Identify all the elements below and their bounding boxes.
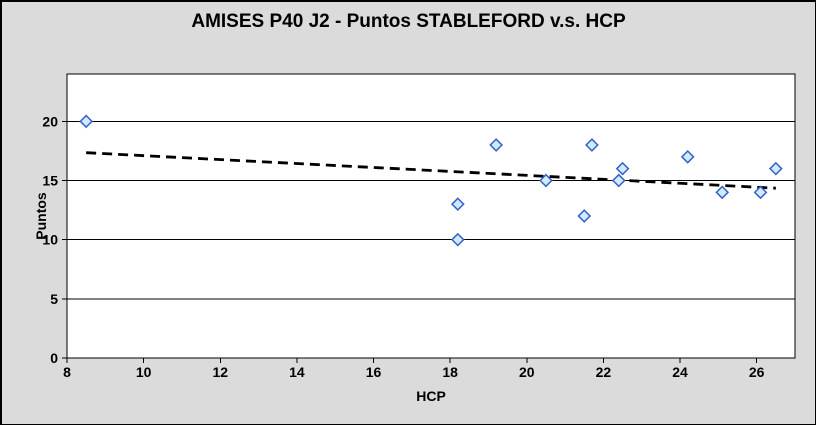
data-point-marker [577,209,592,223]
x-tick-label: 20 [519,364,535,380]
data-point-marker [680,149,695,164]
x-tick-label: 22 [596,364,612,380]
y-tick-label: 15 [42,173,58,189]
x-tick-label: 8 [63,364,71,380]
x-tick-label: 12 [212,364,228,380]
plot-background [66,73,796,359]
chart-title: AMISES P40 J2 - Puntos STABLEFORD v.s. H… [191,11,626,32]
x-tick-label: 10 [136,364,152,380]
x-tick-label: 26 [749,364,765,380]
data-point-marker [715,185,730,200]
x-axis-title: HCP [416,388,446,404]
data-point-marker [450,232,465,247]
data-point-marker [585,138,599,152]
data-point-marker [450,197,465,212]
x-tick-label: 24 [672,364,688,380]
y-tick-label: 0 [50,350,58,366]
y-axis-title: Puntos [33,192,49,240]
data-point-marker [611,173,626,188]
x-tick-label: 16 [366,364,382,380]
data-point-marker [753,185,768,200]
data-point-marker [489,138,503,152]
y-tick-label: 10 [42,232,58,248]
x-tick-label: 18 [442,364,458,380]
y-tick-label: 5 [50,291,58,307]
trendline [86,151,776,190]
y-tick-label: 20 [42,113,58,129]
data-point-marker [615,161,630,176]
data-point-marker [539,173,553,188]
data-point-marker [79,114,94,129]
data-point-marker [768,161,783,176]
x-tick-label: 14 [289,364,305,380]
